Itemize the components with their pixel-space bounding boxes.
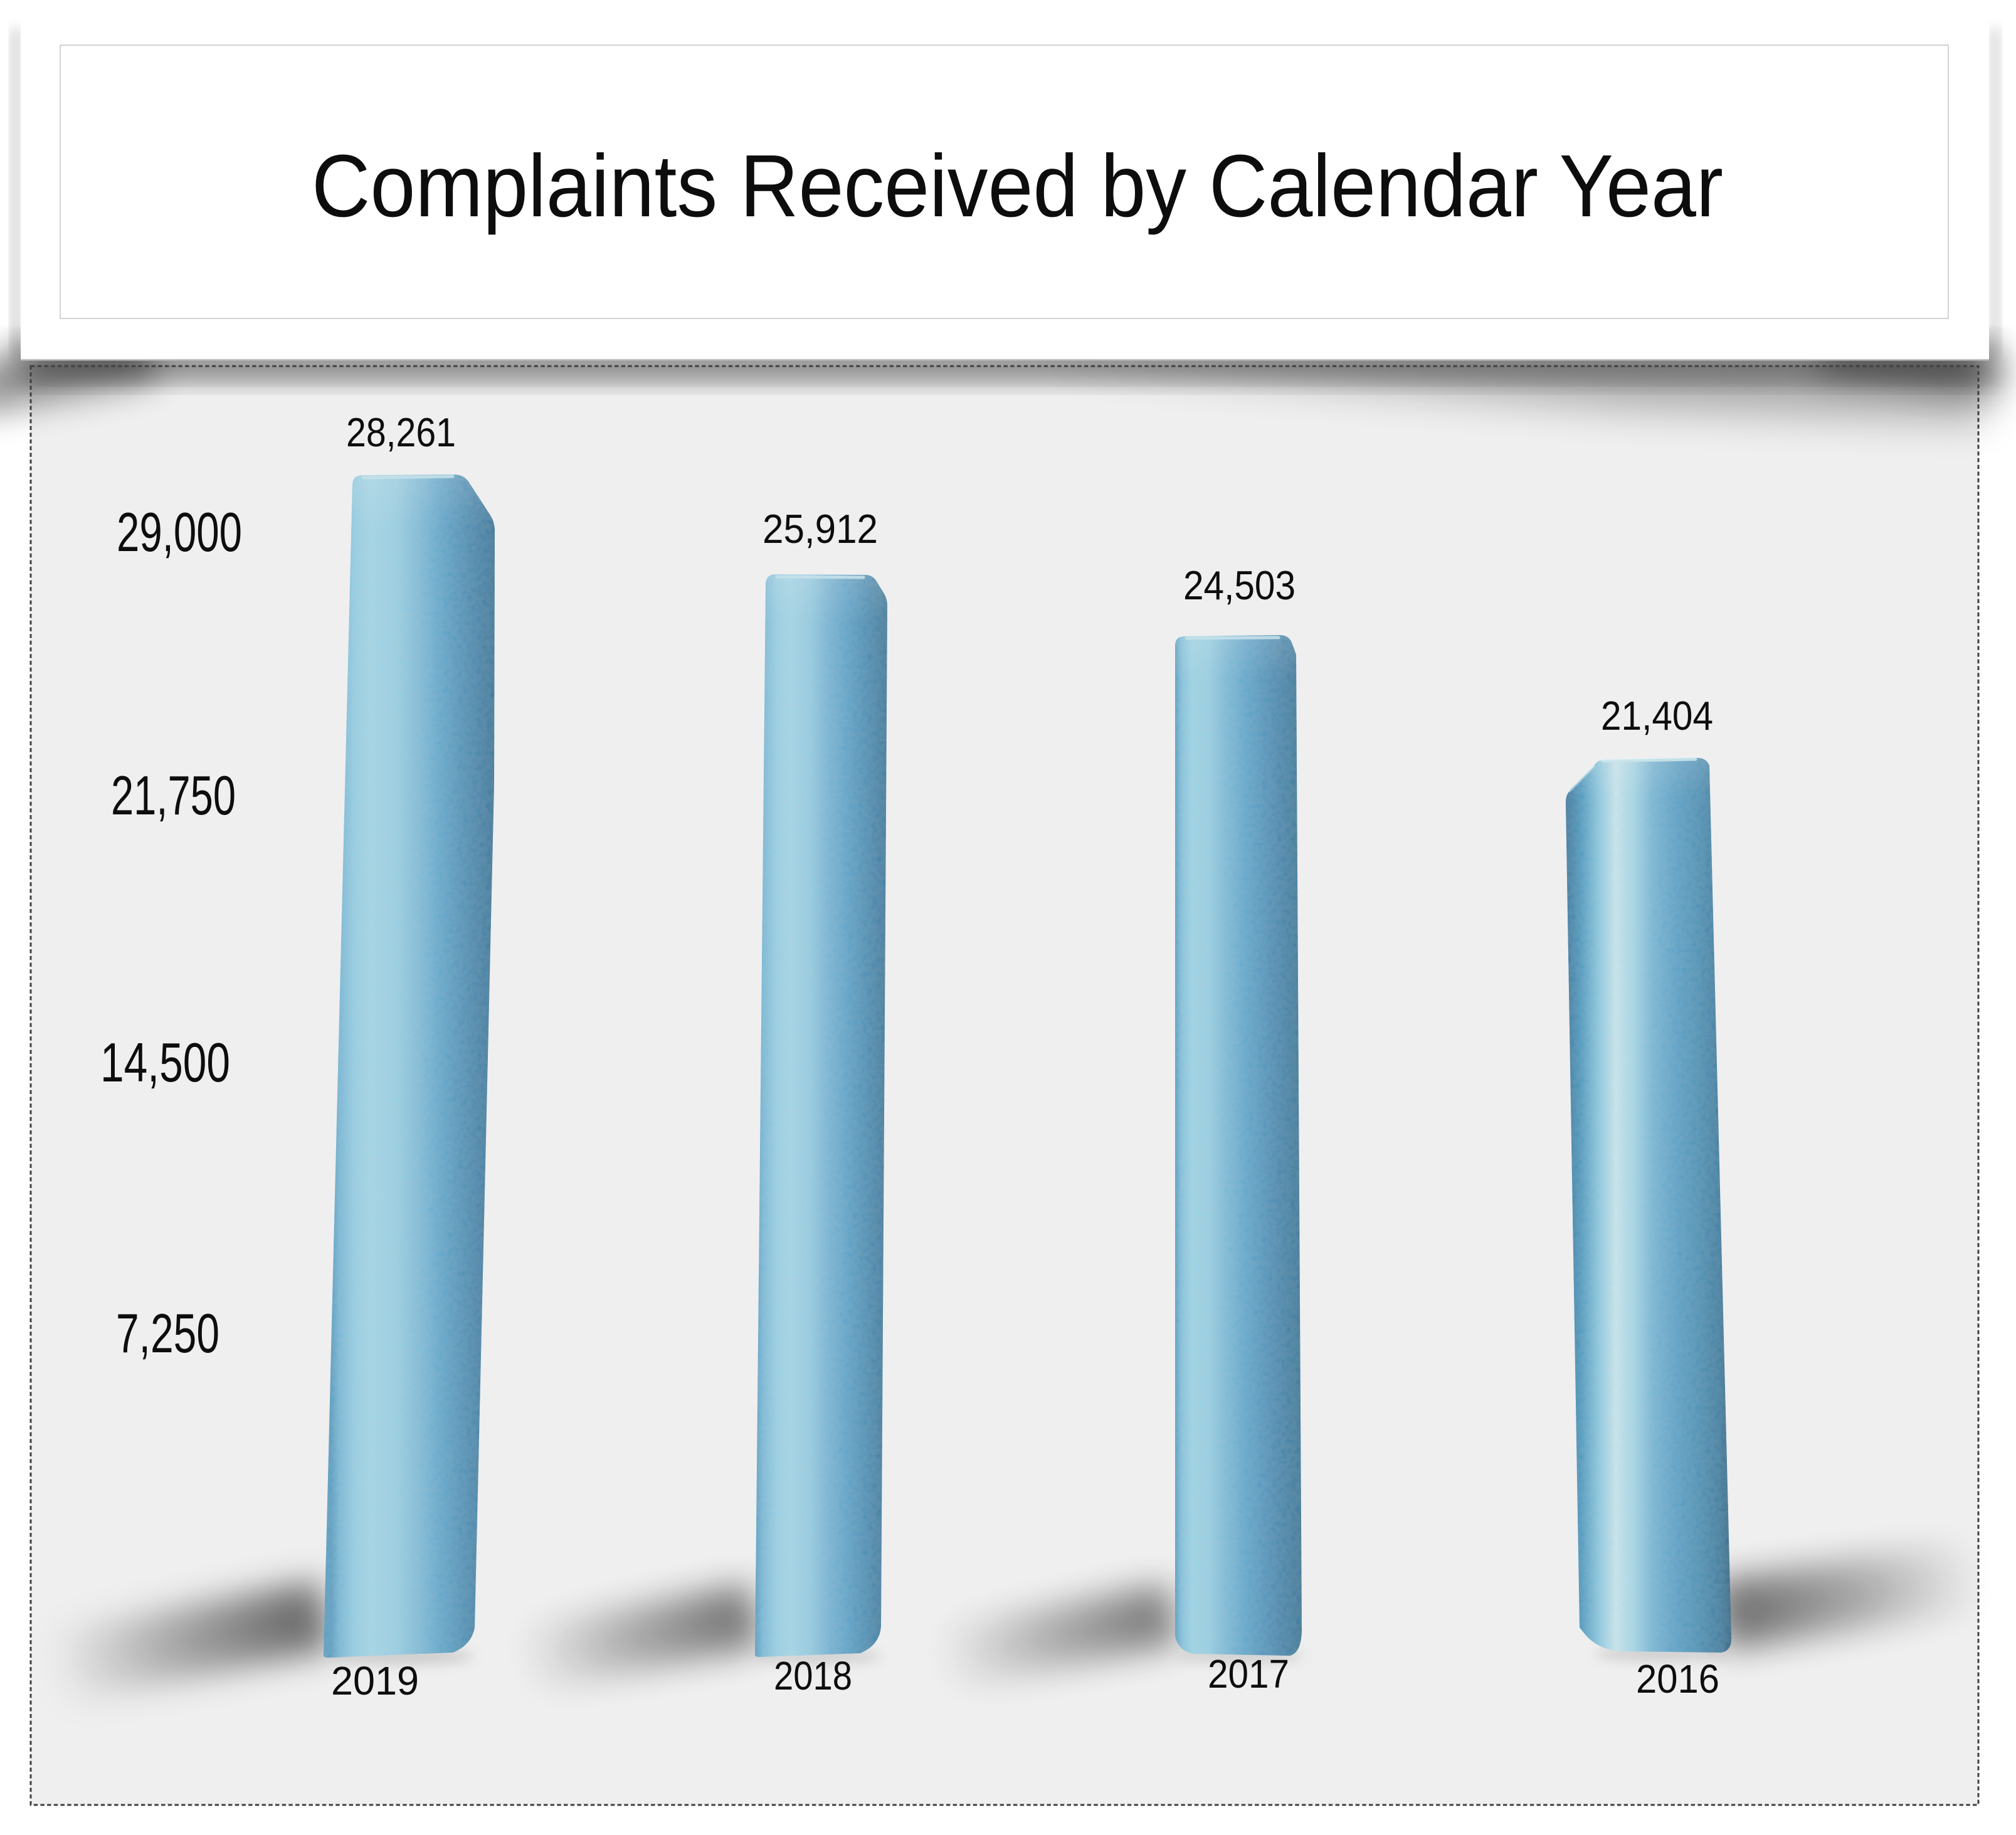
svg-text:28,261: 28,261 xyxy=(346,409,456,455)
svg-text:25,912: 25,912 xyxy=(763,506,878,552)
svg-text:21,404: 21,404 xyxy=(1601,693,1713,739)
svg-text:7,250: 7,250 xyxy=(116,1302,219,1364)
svg-text:2018: 2018 xyxy=(774,1653,852,1698)
svg-text:21,750: 21,750 xyxy=(111,764,236,826)
svg-text:29,000: 29,000 xyxy=(117,501,242,563)
svg-text:2016: 2016 xyxy=(1636,1656,1719,1701)
svg-text:2017: 2017 xyxy=(1208,1651,1289,1696)
svg-text:14,500: 14,500 xyxy=(100,1031,230,1093)
svg-text:24,503: 24,503 xyxy=(1183,562,1296,608)
svg-text:2019: 2019 xyxy=(331,1658,419,1703)
svg-text:Complaints Received by Calenda: Complaints Received by Calendar Year xyxy=(312,136,1723,235)
